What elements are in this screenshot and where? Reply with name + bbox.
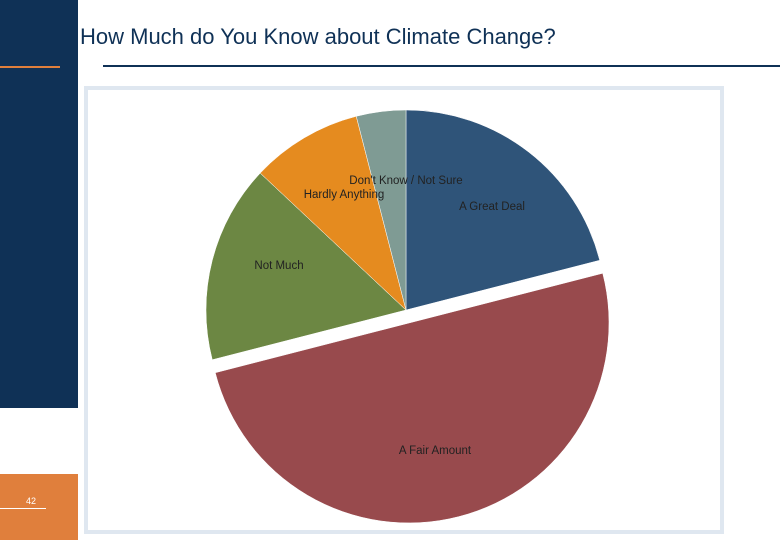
sidebar-accent-rule bbox=[0, 66, 60, 68]
footer-accent-block bbox=[0, 474, 78, 540]
label-great-deal: A Great Deal bbox=[459, 201, 525, 213]
label-dont-know: Don't Know / Not Sure bbox=[349, 175, 462, 187]
slice-fair-amount bbox=[214, 272, 610, 524]
chart-frame: A Great Deal A Fair Amount Not Much Hardly … bbox=[84, 86, 724, 534]
slice-hardly-anything bbox=[259, 115, 407, 311]
title-rule bbox=[103, 65, 780, 67]
label-hardly-anything: Hardly Anything bbox=[304, 189, 385, 201]
label-not-much: Not Much bbox=[254, 260, 303, 272]
label-fair-amount: A Fair Amount bbox=[399, 445, 472, 457]
page-number-rule bbox=[0, 508, 46, 509]
slide-title: How Much do You Know about Climate Chang… bbox=[80, 24, 556, 49]
sidebar-band bbox=[0, 0, 78, 408]
page-number: 42 bbox=[26, 496, 37, 506]
slice-dont-know bbox=[355, 109, 407, 311]
slice-great-deal bbox=[405, 109, 601, 311]
slice-not-much bbox=[205, 172, 407, 361]
pie-chart: A Great Deal A Fair Amount Not Much Hardly … bbox=[205, 109, 610, 524]
